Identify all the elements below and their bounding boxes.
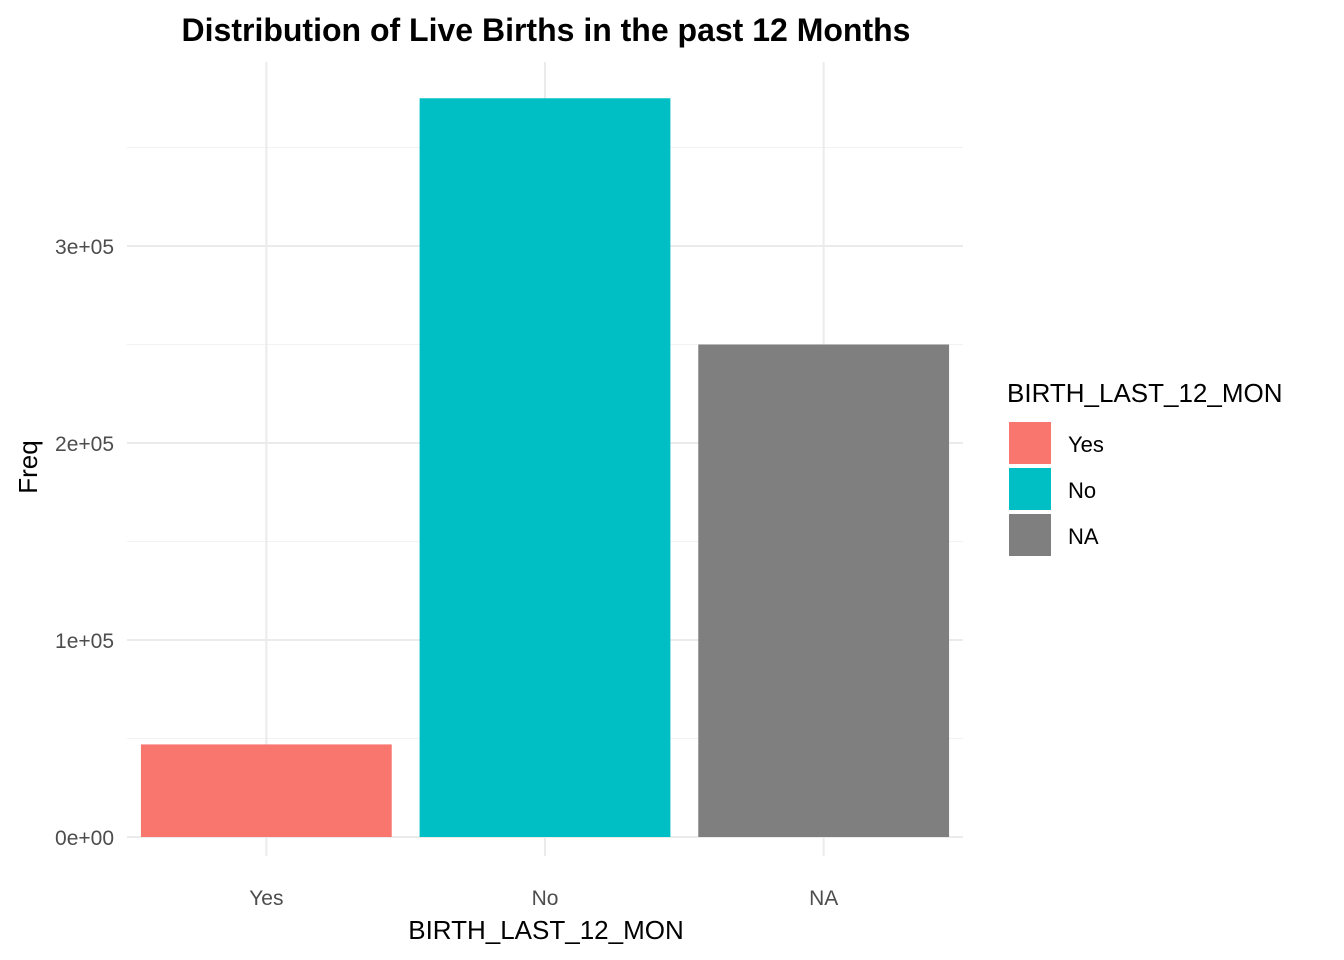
y-tick-label: 0e+00 bbox=[55, 827, 114, 850]
legend-swatch bbox=[1009, 422, 1051, 464]
y-axis-title: Freq bbox=[13, 440, 43, 493]
x-tick-label: No bbox=[532, 887, 559, 910]
x-axis-ticks: Yes No NA bbox=[249, 887, 838, 910]
legend-items: Yes No NA bbox=[1009, 422, 1104, 556]
y-tick-label: 2e+05 bbox=[55, 433, 114, 456]
x-tick-label: Yes bbox=[249, 887, 283, 910]
legend-label: Yes bbox=[1068, 432, 1104, 457]
legend-swatch bbox=[1009, 468, 1051, 510]
legend-label: NA bbox=[1068, 524, 1099, 549]
bar-na bbox=[698, 344, 950, 837]
y-tick-label: 3e+05 bbox=[55, 236, 114, 259]
chart-title: Distribution of Live Births in the past … bbox=[182, 12, 911, 48]
bar-no bbox=[419, 98, 671, 837]
x-axis-title: BIRTH_LAST_12_MON bbox=[408, 915, 684, 945]
x-tick-label: NA bbox=[809, 887, 838, 910]
y-axis-ticks: 0e+00 1e+05 2e+05 3e+05 bbox=[55, 236, 114, 850]
bars bbox=[140, 98, 950, 837]
bar-yes bbox=[140, 744, 392, 837]
legend-label: No bbox=[1068, 478, 1096, 503]
legend-swatch bbox=[1009, 514, 1051, 556]
y-tick-label: 1e+05 bbox=[55, 630, 114, 653]
legend: BIRTH_LAST_12_MON Yes No NA bbox=[1007, 378, 1283, 556]
legend-title: BIRTH_LAST_12_MON bbox=[1007, 378, 1283, 408]
